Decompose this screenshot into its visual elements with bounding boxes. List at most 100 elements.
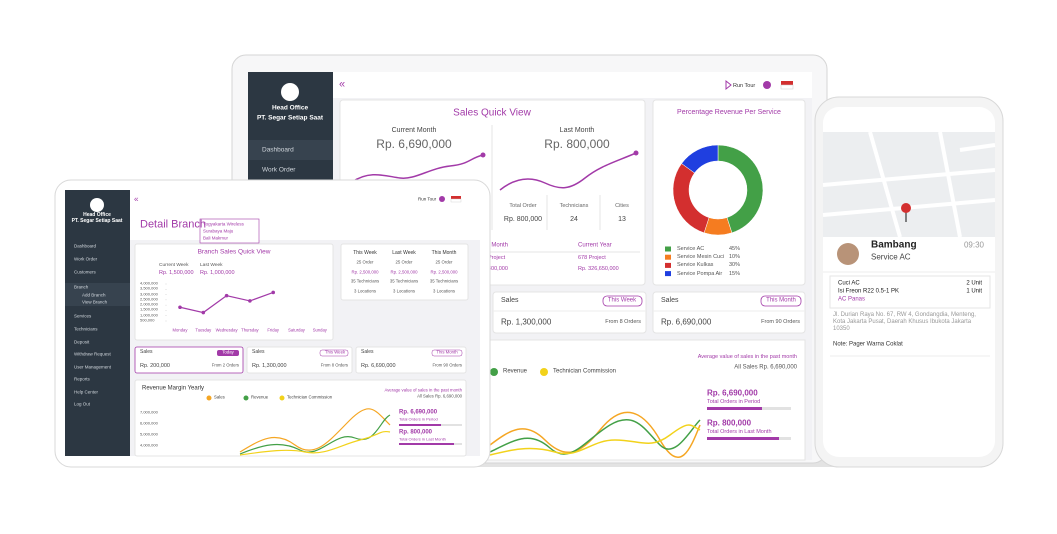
table-cell: 800,000 bbox=[488, 265, 508, 272]
y-tick-label: 3,000,000 bbox=[140, 291, 158, 297]
label: Head Office bbox=[271, 104, 309, 112]
card-title: Sales bbox=[252, 349, 265, 356]
dropdown bbox=[199, 218, 260, 244]
value: Rp. 1,000,000 bbox=[200, 269, 235, 276]
legend-swatch bbox=[665, 246, 671, 252]
legend-label: Service Mesin Cuci bbox=[677, 254, 725, 261]
pin bbox=[901, 203, 911, 213]
dropdown-option[interactable]: Bali Makmur bbox=[203, 235, 229, 241]
card bbox=[134, 243, 334, 341]
menu-item[interactable]: Services bbox=[74, 313, 92, 319]
table-cell: 25 Order bbox=[435, 259, 453, 265]
label: Cities bbox=[615, 202, 629, 209]
value: Rp. 1,300,000 bbox=[501, 317, 552, 327]
menu-item[interactable]: Withdraw Request bbox=[74, 351, 111, 357]
menu-item[interactable]: User Management bbox=[74, 364, 112, 370]
topbar bbox=[333, 72, 812, 98]
table-cell: Rp. 2,500,000 bbox=[430, 269, 458, 275]
progress bbox=[399, 424, 441, 426]
flag bbox=[451, 196, 461, 199]
table-cell: Project bbox=[488, 254, 506, 261]
table-header: This Week bbox=[353, 250, 377, 257]
flag bbox=[780, 84, 794, 90]
collapse-button[interactable]: « bbox=[339, 78, 346, 91]
menu-item[interactable]: Deposit bbox=[74, 339, 90, 345]
menu-item[interactable]: Log Out bbox=[74, 401, 91, 407]
card bbox=[340, 243, 469, 301]
card bbox=[246, 346, 353, 374]
point bbox=[201, 310, 206, 315]
value: 24 bbox=[570, 215, 578, 223]
value-label: 15% bbox=[729, 270, 741, 277]
label: Last Week bbox=[200, 263, 223, 269]
menu-item[interactable]: Dashboard bbox=[74, 243, 97, 249]
table-header: This Month bbox=[431, 250, 457, 257]
label: Average value of sales in the past month bbox=[384, 387, 462, 393]
legend-swatch bbox=[665, 262, 671, 268]
menu-active bbox=[65, 283, 130, 306]
metric-label: Total Orders in Period bbox=[399, 416, 438, 422]
badge bbox=[431, 349, 463, 357]
menu-item[interactable]: Help Center bbox=[74, 389, 99, 395]
label: Total Order bbox=[509, 202, 537, 209]
technician-name: Bambang bbox=[871, 239, 917, 251]
value-label: 30% bbox=[729, 262, 741, 269]
table-header: Current Year bbox=[578, 242, 612, 249]
dropdown-option[interactable]: Yogyakarta Wireless bbox=[203, 221, 244, 227]
legend-label: Revenue bbox=[503, 368, 528, 375]
table-cell: Rp. 326,650,000 bbox=[578, 265, 619, 272]
point bbox=[271, 290, 276, 295]
x-tick-label: Thursday bbox=[241, 327, 259, 333]
collapse-button[interactable]: « bbox=[134, 194, 139, 204]
card bbox=[134, 379, 467, 457]
item-box bbox=[829, 275, 991, 309]
play-icon bbox=[725, 79, 732, 91]
line-chart bbox=[165, 283, 285, 401]
menu-item[interactable]: Branch bbox=[74, 284, 89, 290]
y-tick-label: 500,000 bbox=[140, 317, 155, 323]
card-title: Sales bbox=[501, 296, 519, 304]
note: Note: Pager Warna Coklat bbox=[833, 341, 903, 348]
legend-dot bbox=[490, 368, 498, 376]
table-cell: 3 Locations bbox=[354, 288, 376, 294]
table-cell: 3 Locations bbox=[433, 288, 455, 294]
menu-item[interactable]: Dashboard bbox=[262, 146, 294, 154]
menu-item[interactable]: Technicians bbox=[74, 326, 98, 332]
flag bbox=[781, 81, 793, 85]
table-cell: Rp. 2,500,000 bbox=[351, 269, 379, 275]
label: Current Week bbox=[159, 263, 189, 269]
legend-dot bbox=[206, 395, 212, 401]
dropdown-option[interactable]: Surabaya Maju bbox=[203, 228, 234, 234]
label: Head Office bbox=[83, 212, 111, 219]
label: Technicians bbox=[559, 202, 589, 209]
metric-value: Rp. 800,000 bbox=[399, 429, 433, 436]
metric-value: Rp. 6,690,000 bbox=[399, 409, 438, 416]
menu-item[interactable]: Customers bbox=[74, 269, 96, 275]
donut-slice bbox=[681, 144, 719, 174]
address: Jl. Durian Raya No. 67, RW 4, Gondangdia… bbox=[833, 312, 976, 332]
metric-value: Rp. 6,690,000 bbox=[707, 388, 758, 398]
table-cell: 3 Locations bbox=[393, 288, 415, 294]
menu-item[interactable]: Work Order bbox=[262, 166, 296, 174]
menu-item[interactable]: Reports bbox=[74, 376, 90, 382]
run-tour[interactable]: Run Tour bbox=[418, 196, 437, 202]
menu-item[interactable]: Add Branch bbox=[82, 292, 106, 298]
progress bbox=[707, 407, 762, 410]
badge bbox=[319, 349, 349, 357]
menu-item[interactable]: Work Order bbox=[74, 256, 98, 262]
value: Rp. 1,500,000 bbox=[159, 269, 194, 276]
x-tick-label: Wednesday bbox=[215, 327, 238, 333]
run-tour[interactable]: Run Tour bbox=[733, 82, 756, 89]
value: Rp. 200,000 bbox=[140, 362, 170, 369]
note: From 8 Orders bbox=[605, 318, 641, 325]
decor-line bbox=[239, 414, 391, 455]
badge bbox=[217, 350, 239, 356]
table-cell: 35 Technicians bbox=[429, 278, 459, 284]
x-tick-label: Tuesday bbox=[195, 327, 212, 333]
label: All Sales Rp. 6,690,000 bbox=[417, 393, 462, 399]
avatar bbox=[281, 83, 299, 101]
menu-item[interactable]: View Branch bbox=[82, 299, 108, 305]
